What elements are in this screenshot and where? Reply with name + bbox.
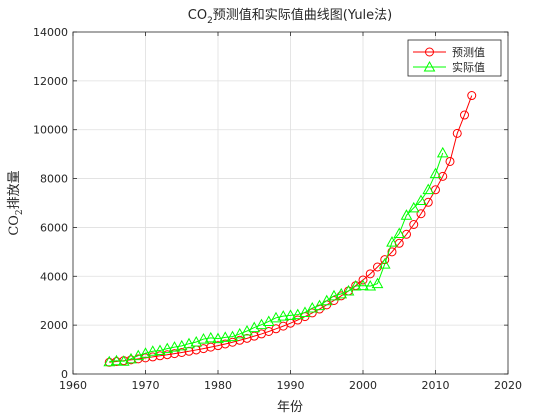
y-tick-label: 14000 xyxy=(33,26,68,39)
y-tick-label: 12000 xyxy=(33,75,68,88)
series-predicted xyxy=(104,91,477,367)
data-point-actual xyxy=(393,227,406,239)
data-point-actual xyxy=(212,332,224,344)
data-point-actual xyxy=(175,339,188,351)
data-point-predicted xyxy=(452,128,462,138)
data-point-actual xyxy=(233,327,246,339)
x-tick-label: 2000 xyxy=(349,379,377,392)
chart-title: CO2预测值和实际值曲线图(Yule法) xyxy=(188,7,393,26)
data-point-predicted xyxy=(293,315,303,325)
x-tick-label: 1960 xyxy=(59,379,87,392)
legend-marker-predicted xyxy=(425,47,434,57)
series-line-actual xyxy=(109,152,444,363)
data-point-actual xyxy=(103,355,116,367)
data-point-predicted xyxy=(373,262,382,272)
data-point-actual xyxy=(335,287,348,299)
data-point-actual xyxy=(378,258,391,269)
x-tick-label: 1990 xyxy=(277,379,305,392)
data-point-predicted xyxy=(141,353,150,363)
data-point-actual xyxy=(183,337,195,349)
x-axis-ticks: 1960 1970 1980 1990 2000 2010 2020 xyxy=(59,32,522,392)
data-point-actual xyxy=(204,331,217,343)
data-point-actual xyxy=(357,279,369,291)
data-point-predicted xyxy=(416,209,426,219)
data-point-predicted xyxy=(438,171,448,181)
data-point-predicted xyxy=(358,275,368,285)
data-point-actual xyxy=(197,333,210,344)
y-tick-label: 6000 xyxy=(40,221,68,234)
data-point-actual xyxy=(364,280,377,291)
data-point-predicted xyxy=(409,219,419,229)
data-point-predicted xyxy=(206,342,216,352)
legend-marker-actual xyxy=(423,60,436,72)
data-point-predicted xyxy=(365,269,375,279)
data-point-actual xyxy=(407,201,420,213)
data-point-predicted xyxy=(170,349,179,359)
y-tick-label: 2000 xyxy=(40,319,68,332)
data-point-actual xyxy=(190,335,203,347)
data-point-actual xyxy=(139,347,152,358)
x-tick-label: 2020 xyxy=(494,379,522,392)
data-point-actual xyxy=(422,183,435,195)
data-point-predicted xyxy=(445,156,455,166)
data-point-actual xyxy=(110,354,123,366)
data-point-actual xyxy=(386,236,398,247)
legend-label-predicted: 预测值 xyxy=(452,46,485,59)
data-point-actual xyxy=(415,194,427,206)
data-point-actual xyxy=(436,146,449,158)
data-point-actual xyxy=(226,330,239,342)
x-tick-label: 1980 xyxy=(204,379,232,392)
data-point-actual xyxy=(248,321,261,333)
data-point-actual xyxy=(291,308,304,320)
series-layer xyxy=(103,91,477,367)
grid-lines xyxy=(73,32,508,374)
data-point-predicted xyxy=(467,91,477,101)
data-point-actual xyxy=(270,311,282,323)
x-tick-label: 2010 xyxy=(422,379,450,392)
data-point-actual xyxy=(146,345,159,356)
data-point-actual xyxy=(371,277,384,289)
legend-label-actual: 实际值 xyxy=(452,60,485,74)
x-axis-label: 年份 xyxy=(277,400,303,415)
data-point-predicted xyxy=(155,351,165,361)
data-point-actual xyxy=(154,344,166,356)
data-point-actual xyxy=(328,289,340,301)
data-point-actual xyxy=(161,342,174,354)
data-point-actual xyxy=(132,349,145,361)
y-tick-label: 0 xyxy=(61,368,68,381)
y-tick-label: 4000 xyxy=(40,270,68,283)
data-point-predicted xyxy=(177,348,187,358)
legend: 预测值 实际值 xyxy=(407,39,502,77)
data-point-actual xyxy=(219,331,232,342)
y-tick-label: 8000 xyxy=(40,173,68,186)
legend-box xyxy=(407,39,502,77)
data-point-actual xyxy=(349,280,362,291)
series-actual xyxy=(103,146,449,367)
data-point-predicted xyxy=(329,295,339,305)
data-point-actual xyxy=(168,341,181,352)
y-tick-label: 10000 xyxy=(33,124,68,137)
data-point-predicted xyxy=(460,110,469,120)
y-axis-label: CO2排放量 xyxy=(7,170,25,235)
y-axis-ticks: 0 2000 4000 6000 8000 10000 12000 14000 xyxy=(33,26,508,381)
data-point-actual xyxy=(117,355,130,366)
data-point-actual xyxy=(306,302,319,313)
x-tick-label: 1970 xyxy=(132,379,160,392)
data-point-actual xyxy=(277,310,290,321)
data-point-predicted xyxy=(387,247,397,257)
data-point-actual xyxy=(429,167,442,179)
data-point-actual xyxy=(284,309,297,320)
data-point-predicted xyxy=(199,344,208,354)
data-point-actual xyxy=(400,209,413,220)
